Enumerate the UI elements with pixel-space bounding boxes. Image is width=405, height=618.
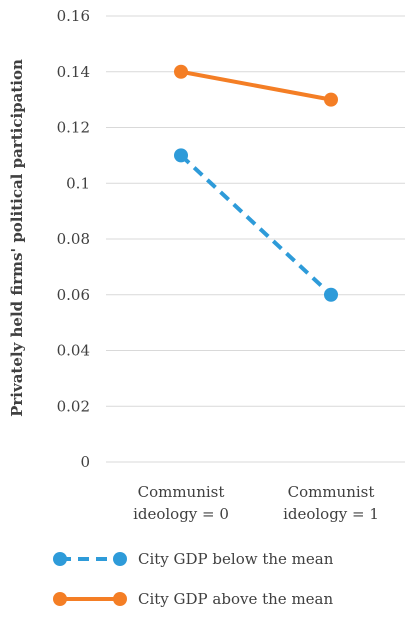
legend-marker: [113, 592, 127, 606]
series: [174, 64, 338, 302]
x-category-label: Communist ideology = 1: [283, 483, 379, 523]
y-tick-label: 0.16: [57, 7, 90, 25]
series-line: [180, 69, 332, 102]
data-point: [324, 92, 338, 107]
legend-item: City GDP above the mean: [53, 590, 333, 608]
y-tick-labels: 0 0.02 0.04 0.06 0.08 0.1 0.12 0.14 0.16: [57, 7, 90, 471]
legend-label: City GDP above the mean: [138, 590, 333, 608]
gridlines: [106, 15, 405, 463]
series-1: [174, 64, 338, 107]
y-tick-label: 0.04: [57, 342, 90, 360]
data-point: [174, 148, 188, 163]
series-0: [174, 148, 338, 302]
legend-item: City GDP below the mean: [53, 550, 334, 568]
y-tick-label: 0.08: [57, 230, 90, 248]
y-tick-label: 0.02: [57, 397, 90, 415]
y-tick-label: 0: [80, 453, 90, 471]
y-tick-label: 0.14: [57, 63, 90, 81]
y-axis-label: Privately held firms' political particip…: [8, 59, 26, 417]
data-point: [174, 64, 188, 79]
x-category-labels: Communist ideology = 0 Communist ideology =…: [133, 483, 379, 523]
data-point: [324, 287, 338, 302]
x-category-label-line: Communist: [138, 483, 225, 501]
legend-label: City GDP below the mean: [138, 550, 334, 568]
y-tick-label: 0.12: [57, 119, 90, 137]
x-category-label-line: ideology = 0: [133, 505, 229, 523]
y-tick-label: 0.1: [66, 174, 90, 192]
series-line: [179, 153, 333, 297]
legend-marker: [53, 552, 67, 566]
legend-marker: [113, 552, 127, 566]
legend-marker: [53, 592, 67, 606]
legend: City GDP below the mean City GDP above th…: [53, 550, 334, 608]
x-category-label-line: ideology = 1: [283, 505, 379, 523]
x-category-label-line: Communist: [288, 483, 375, 501]
y-tick-label: 0.06: [57, 286, 90, 304]
x-category-label: Communist ideology = 0: [133, 483, 229, 523]
